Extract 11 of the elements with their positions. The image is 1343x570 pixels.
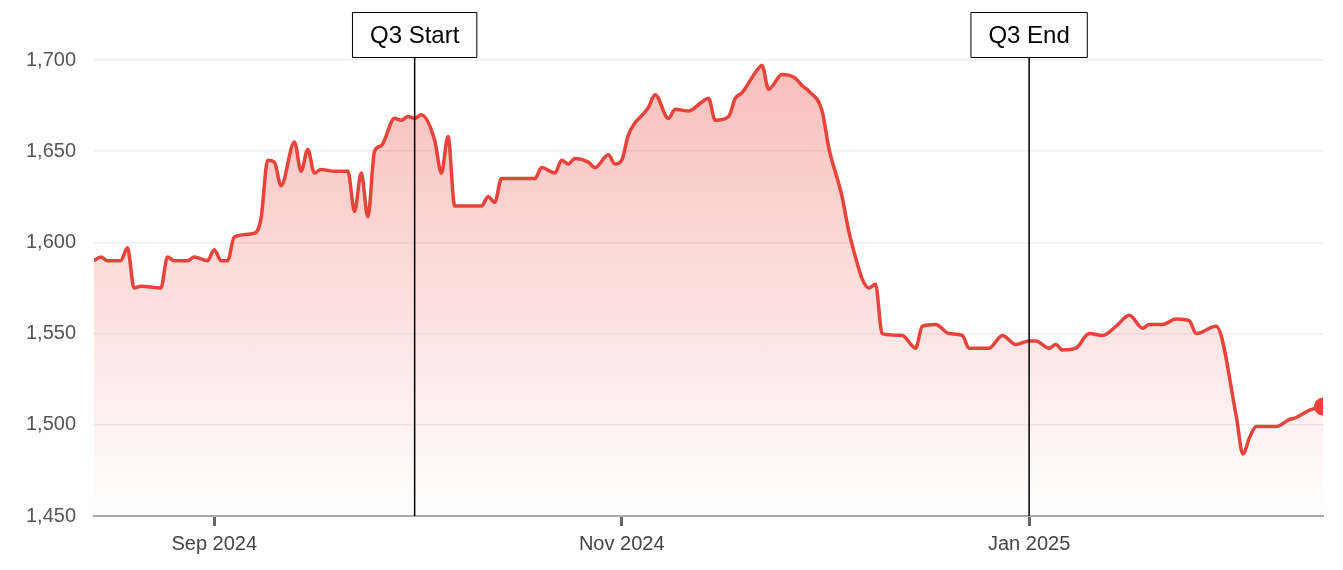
x-tick-label: Nov 2024 [578, 531, 665, 554]
y-tick-label: 1,500 [25, 412, 77, 435]
y-tick-label: 1,600 [25, 229, 77, 252]
y-tick-label: 1,450 [25, 503, 77, 526]
ref-line-label: Q3 End [988, 20, 1070, 48]
y-tick-label: 1,650 [25, 138, 77, 161]
y-tick-label: 1,550 [25, 321, 77, 344]
x-tick-label: Jan 2025 [987, 531, 1071, 554]
y-tick-label: 1,700 [25, 47, 77, 70]
ref-line-label: Q3 Start [369, 20, 460, 48]
x-tick-label: Sep 2024 [171, 531, 258, 554]
